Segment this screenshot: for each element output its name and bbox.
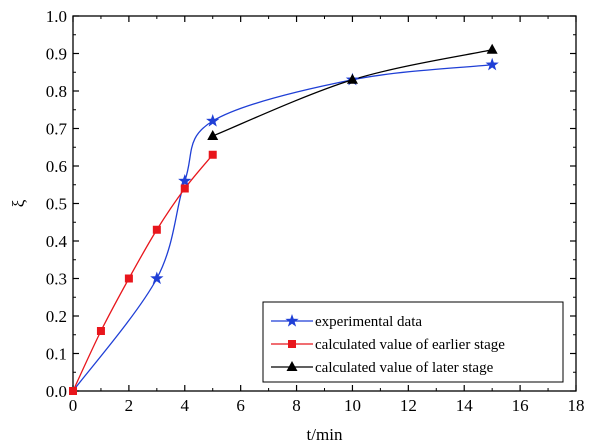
y-tick-label: 0.7 <box>46 120 68 139</box>
point-calculated-value-of-later-stage <box>346 73 358 84</box>
legend-label: experimental data <box>315 314 422 330</box>
x-tick-label: 14 <box>456 396 474 415</box>
x-tick-label: 10 <box>344 396 361 415</box>
y-tick-label: 0.5 <box>46 195 67 214</box>
point-calculated-value-of-later-stage <box>486 43 498 54</box>
y-tick-label: 0.8 <box>46 82 67 101</box>
y-tick-label: 0.1 <box>46 345 67 364</box>
y-tick-label: 0.2 <box>46 307 67 326</box>
x-tick-label: 12 <box>400 396 417 415</box>
y-tick-label: 0.6 <box>46 157 67 176</box>
x-tick-label: 6 <box>236 396 245 415</box>
point-experimental-data <box>150 271 164 285</box>
legend-label: calculated value of earlier stage <box>315 337 505 353</box>
x-tick-label: 8 <box>292 396 301 415</box>
y-tick-label: 1.0 <box>46 7 67 26</box>
point-calculated-value-of-earlier-stage <box>208 150 217 159</box>
point-calculated-value-of-earlier-stage <box>152 225 161 234</box>
legend-item-experimental-data: experimental data <box>271 314 422 330</box>
legend-item-calculated-value-of-later-stage: calculated value of later stage <box>271 360 494 376</box>
point-calculated-value-of-earlier-stage <box>96 327 105 335</box>
axes-layer: 0 2 4 6 8 10 12 14 16 18 0.0 0.1 0.2 0.3 0.4 0.5 0.6 0.7 0… <box>46 7 585 415</box>
x-tick-label: 2 <box>125 396 134 415</box>
point-calculated-value-of-earlier-stage <box>124 274 133 283</box>
legend-marker-square <box>288 340 296 348</box>
x-tick-label: 18 <box>568 396 585 415</box>
legend: experimental data calculated value of ear… <box>262 301 564 383</box>
x-axis-title: t/min <box>307 425 343 444</box>
y-tick-label: 0.9 <box>46 45 67 64</box>
point-experimental-data <box>178 174 192 187</box>
point-experimental-data <box>206 114 220 127</box>
x-tick-label: 16 <box>512 396 529 415</box>
y-tick-label: 0.4 <box>46 232 68 251</box>
legend-item-calculated-value-of-earlier-stage: calculated value of earlier stage <box>271 337 505 353</box>
legend-marker-star <box>285 314 299 327</box>
legend-label: calculated value of later stage <box>315 360 494 376</box>
point-calculated-value-of-earlier-stage <box>180 184 189 193</box>
y-tick-label: 0.0 <box>46 382 67 401</box>
legend-box <box>262 301 564 383</box>
x-tick-label: 4 <box>181 396 190 415</box>
y-axis-title: ξ <box>9 199 28 207</box>
series-line-experimental-data <box>72 64 493 392</box>
x-tick-label: 0 <box>69 396 78 415</box>
point-calculated-value-of-later-stage <box>207 130 219 140</box>
legend-marker-triangle <box>286 361 298 371</box>
markers-layer <box>69 43 499 395</box>
series-line-calculated-value-of-earlier-stage <box>72 154 214 392</box>
y-tick-label: 0.3 <box>46 270 67 289</box>
point-calculated-value-of-earlier-stage <box>69 387 77 395</box>
series-line-calculated-value-of-later-stage <box>212 49 493 137</box>
point-experimental-data <box>485 57 499 71</box>
